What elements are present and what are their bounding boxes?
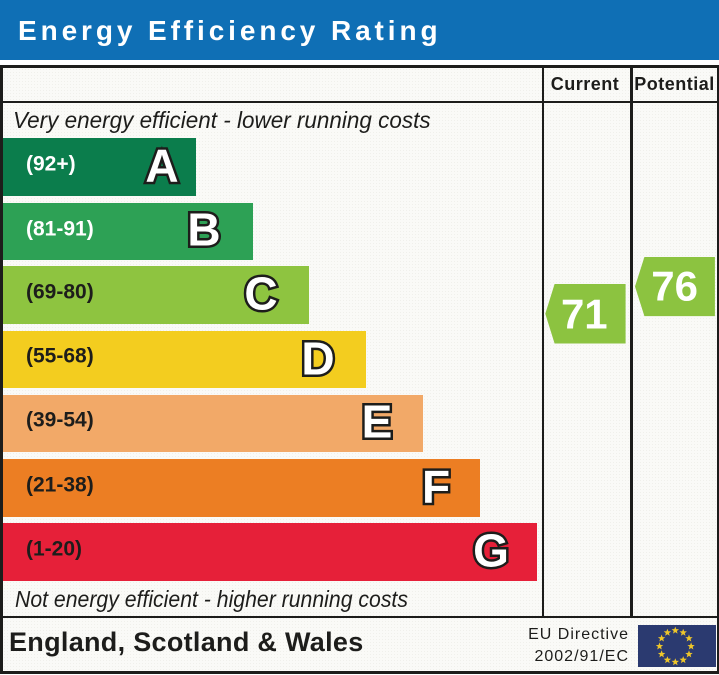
svg-text:F: F xyxy=(422,462,450,513)
svg-text:C: C xyxy=(244,269,277,320)
svg-text:G: G xyxy=(473,526,509,577)
svg-text:71: 71 xyxy=(561,291,608,338)
svg-text:B: B xyxy=(187,205,220,256)
svg-text:D: D xyxy=(302,334,335,385)
svg-text:A: A xyxy=(146,141,179,192)
svg-text:E: E xyxy=(362,397,393,448)
svg-text:76: 76 xyxy=(651,262,698,309)
